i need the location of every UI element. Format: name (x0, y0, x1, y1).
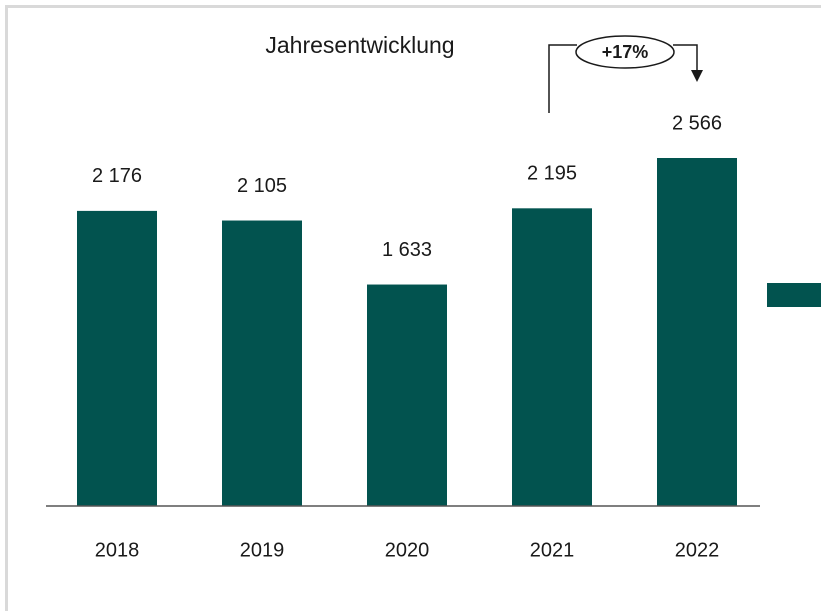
x-tick-label: 2019 (240, 539, 285, 561)
value-label: 2 566 (672, 112, 722, 134)
chart-title: Jahresentwicklung (265, 32, 454, 58)
x-tick-label: 2022 (675, 539, 720, 561)
value-label: 2 105 (237, 175, 287, 197)
bar (367, 284, 447, 506)
annotation-oval (575, 35, 675, 69)
value-label: 2 195 (527, 163, 577, 185)
annotation-arrow (691, 70, 703, 82)
annotation-connector (548, 44, 698, 113)
bar (77, 210, 157, 506)
x-tick-label: 2020 (385, 539, 430, 561)
x-tick-label: 2021 (530, 539, 575, 561)
bar (657, 158, 737, 506)
annotation: +17% (602, 42, 649, 62)
frame (5, 5, 821, 611)
bar (222, 220, 302, 506)
bar (512, 208, 592, 506)
x-tick-label: 2018 (95, 539, 140, 561)
value-label: 1 633 (382, 239, 432, 261)
legend-swatch (767, 283, 821, 307)
value-label: 2 176 (92, 165, 142, 187)
